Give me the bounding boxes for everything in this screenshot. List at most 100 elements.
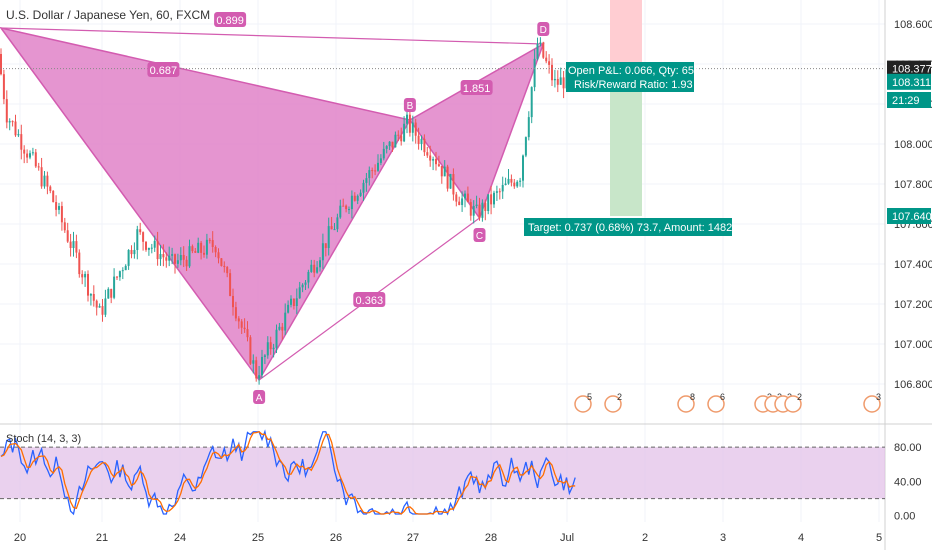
candle-body <box>516 181 519 187</box>
x-tick-label: 24 <box>174 532 186 544</box>
pnl-text: Open P&L: 0.066, Qty: 654 <box>568 65 700 77</box>
candle-body <box>507 178 510 184</box>
candle-body <box>495 191 498 193</box>
candle-body <box>510 178 513 183</box>
stoch-indicator-label: Stoch (14, 3, 3) <box>6 433 82 445</box>
pattern-point-label: D <box>540 25 547 36</box>
candle-body <box>420 138 423 144</box>
candle-body <box>142 232 145 242</box>
candle-body <box>327 226 330 248</box>
candle-body <box>342 205 345 207</box>
candle-body <box>92 294 95 301</box>
candle-body <box>377 162 379 171</box>
ratio-label: 0.363 <box>356 295 384 307</box>
candle-body <box>333 229 336 231</box>
candle-body <box>226 267 229 274</box>
stoch-y-tick: 80.00 <box>894 442 922 454</box>
candle-body <box>432 159 435 161</box>
candle-body <box>408 114 411 133</box>
economic-event-icon <box>863 395 881 413</box>
candle-body <box>391 141 394 148</box>
ratio-label: 0.899 <box>216 15 244 27</box>
candle-body <box>443 166 446 177</box>
candle-body <box>72 241 75 249</box>
candle-body <box>388 141 391 147</box>
stoch-y-tick: 40.00 <box>894 476 922 488</box>
candle-body <box>461 198 464 206</box>
candle-body <box>356 195 359 201</box>
candle-body <box>304 282 307 285</box>
candle-body <box>110 288 113 298</box>
x-tick-label: 5 <box>876 532 882 544</box>
candle-body <box>179 254 182 261</box>
candle-body <box>368 170 371 179</box>
candle-body <box>493 192 495 205</box>
candle-body <box>130 249 133 255</box>
candle-body <box>455 194 458 202</box>
candle-body <box>263 355 266 357</box>
candle-body <box>75 241 78 253</box>
candle-body <box>159 254 162 260</box>
pattern-point-label-box <box>403 98 416 112</box>
candle-body <box>107 288 110 299</box>
candle-body <box>29 153 31 158</box>
candle-body <box>14 121 17 136</box>
ratio-label: 0.687 <box>150 65 178 77</box>
pnl-box <box>566 62 694 92</box>
candle-body <box>197 242 200 253</box>
take-profit-zone <box>610 81 642 216</box>
candle-body <box>116 276 118 278</box>
x-tick-label: 26 <box>330 532 342 544</box>
ratio-label: 1.851 <box>463 83 491 95</box>
pattern-point-label-box <box>473 228 486 242</box>
economic-event-count: 5 <box>587 392 592 402</box>
candle-body <box>272 347 275 350</box>
candle-body <box>545 57 548 62</box>
xabcd-triangle-xab <box>0 27 412 382</box>
candle-body <box>394 134 397 148</box>
y-tick-label: 107.400 <box>894 259 932 271</box>
candle-body <box>240 321 243 328</box>
x-tick-label: 20 <box>14 532 26 544</box>
candle-body <box>397 134 400 136</box>
candle-body <box>365 178 368 183</box>
candle-body <box>165 257 168 261</box>
candle-body <box>278 326 281 330</box>
candle-body <box>205 239 208 255</box>
candle-body <box>124 265 127 271</box>
price-scale-tag <box>887 92 931 108</box>
candle-body <box>118 271 121 278</box>
target-text: Target: 0.737 (0.68%) 73.7, Amount: 1482 <box>528 222 732 234</box>
candle-body <box>382 148 385 159</box>
x-tick-label: 28 <box>485 532 497 544</box>
x-tick-label: 4 <box>798 532 804 544</box>
candle-body <box>171 254 174 256</box>
price-scale-tag <box>887 208 931 224</box>
x-tick-label: 25 <box>252 532 264 544</box>
candle-body <box>8 121 11 123</box>
candle-body <box>246 329 249 338</box>
candle-body <box>104 298 107 315</box>
candle-body <box>223 265 226 268</box>
candle-body <box>275 329 278 348</box>
candle-body <box>330 226 333 230</box>
candle-body <box>469 202 472 216</box>
candle-body <box>281 326 284 331</box>
economic-event-icon <box>784 395 802 413</box>
x-tick-label: Jul <box>560 532 574 544</box>
ratio-label-box <box>147 62 180 77</box>
price-scale-value: 107.640 <box>892 211 932 223</box>
candle-body <box>127 249 130 266</box>
candle-body <box>31 152 34 154</box>
candle-body <box>200 242 203 253</box>
candle-body <box>52 190 55 203</box>
candle-body <box>371 170 374 172</box>
candle-body <box>168 255 171 261</box>
y-tick-label: 108.000 <box>894 139 932 151</box>
candle-body <box>133 249 136 255</box>
economic-event-count: 3 <box>876 392 881 402</box>
candle-body <box>350 195 353 210</box>
candle-body <box>504 183 507 185</box>
pattern-line-xd <box>0 27 544 45</box>
